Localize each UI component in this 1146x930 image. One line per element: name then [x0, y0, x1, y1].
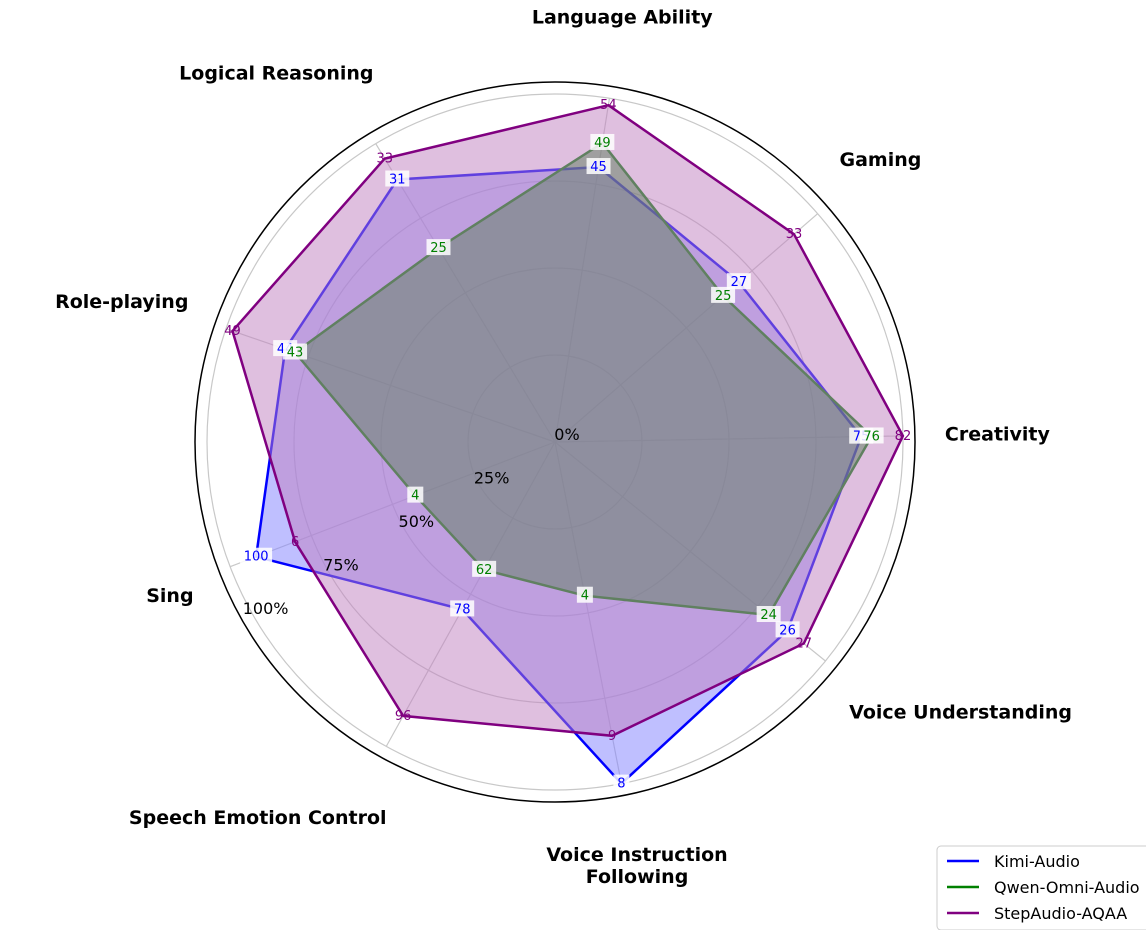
- value-label-text: 26: [779, 623, 796, 638]
- value-labels: 4527752687810044314925762446244325543382…: [224, 98, 911, 791]
- legend-box: [936, 845, 1146, 930]
- value-label-bg: [756, 606, 781, 623]
- radial-tick-label: 0%: [554, 425, 579, 444]
- value-label: 76: [859, 427, 884, 444]
- axis-label: Voice Understanding: [849, 702, 1072, 724]
- value-label: 78: [450, 600, 475, 617]
- value-label-text: 9: [608, 729, 616, 744]
- value-label-bg: [775, 621, 800, 638]
- legend-entry: Qwen-Omni-Audio: [994, 878, 1140, 897]
- value-label-bg: [240, 547, 273, 564]
- value-label-text: 4: [411, 489, 419, 504]
- value-label-bg: [407, 486, 424, 503]
- value-label: 25: [711, 286, 736, 304]
- value-label-text: 8: [617, 777, 625, 792]
- value-label-bg: [613, 774, 630, 791]
- legend-entry: StepAudio-AQAA: [994, 904, 1127, 923]
- value-label-text: 100: [244, 550, 269, 565]
- value-label: 25: [426, 239, 451, 256]
- value-label-bg: [726, 273, 751, 290]
- value-label-text: 45: [590, 160, 607, 175]
- value-label-text: 27: [796, 636, 813, 651]
- value-label: 33: [376, 152, 393, 167]
- value-label-text: 96: [395, 709, 412, 724]
- value-label-text: 33: [376, 152, 393, 167]
- value-label-text: 27: [731, 275, 748, 290]
- value-label-bg: [859, 427, 884, 444]
- value-label-text: 43: [287, 345, 304, 360]
- value-label: 27: [796, 636, 813, 651]
- value-label: 27: [726, 273, 751, 290]
- value-label-text: 25: [430, 241, 447, 256]
- value-label-text: 78: [454, 602, 471, 617]
- value-label: 49: [224, 324, 241, 339]
- axis-label: Logical Reasoning: [179, 62, 373, 84]
- value-label: 24: [756, 606, 781, 623]
- value-label: 49: [590, 133, 615, 151]
- value-label-text: 62: [476, 563, 493, 578]
- axis-labels: Language Ability Gaming Creativity Voice Un…: [55, 6, 1072, 888]
- axis-label: Speech Emotion Control: [129, 807, 387, 829]
- value-label-text: 82: [895, 429, 912, 444]
- radial-tick-labels: 0% 25% 50% 75% 100%: [243, 425, 580, 618]
- value-label-text: 6: [291, 535, 299, 550]
- value-label: 4: [407, 486, 424, 504]
- value-label: 43: [283, 343, 308, 360]
- axis-label: Language Ability: [532, 6, 713, 28]
- value-label-text: 54: [600, 98, 617, 113]
- value-label-text: 24: [760, 608, 777, 623]
- value-label: 33: [786, 227, 803, 242]
- legend-entry: Kimi-Audio: [994, 852, 1080, 871]
- value-label-bg: [586, 158, 611, 175]
- value-label-bg: [590, 133, 615, 150]
- value-label-bg: [711, 286, 736, 303]
- value-label: 26: [775, 621, 800, 638]
- value-label-text: 49: [594, 136, 611, 151]
- axis-label: Creativity: [945, 423, 1051, 445]
- value-label-text: 25: [715, 289, 732, 304]
- value-label: 8: [613, 774, 630, 792]
- radial-tick-label: 100%: [243, 599, 289, 618]
- axis-label: Role-playing: [55, 291, 188, 313]
- value-label-bg: [385, 170, 410, 187]
- value-label-text: 76: [863, 429, 880, 444]
- value-label-text: 4: [581, 589, 589, 604]
- value-label-bg: [283, 343, 308, 360]
- value-label: 54: [600, 98, 617, 113]
- value-label-bg: [426, 239, 451, 256]
- radar-series: [231, 103, 905, 786]
- value-label-bg: [450, 600, 475, 617]
- axis-label: Sing: [146, 585, 193, 607]
- value-label: 45: [586, 158, 611, 175]
- radial-tick-label: 75%: [323, 556, 359, 575]
- axis-label: Gaming: [840, 149, 922, 171]
- grid-circle: [206, 93, 904, 791]
- value-label-bg: [472, 560, 497, 577]
- value-label-text: 31: [389, 173, 406, 188]
- value-label: 96: [395, 709, 412, 724]
- value-label: 31: [385, 170, 410, 188]
- value-label-bg: [576, 586, 593, 603]
- value-label: 82: [895, 429, 912, 444]
- radial-tick-label: 25%: [474, 469, 510, 488]
- legend: Kimi-Audio Qwen-Omni-Audio StepAudio-AQAA: [936, 845, 1146, 930]
- value-label: 9: [608, 729, 616, 744]
- outer-frame-circle: [194, 81, 916, 803]
- radial-tick-label: 50%: [399, 512, 435, 531]
- value-label: 62: [472, 560, 497, 578]
- series-area-stepaudio-aqaa: [231, 103, 905, 738]
- value-label-text: 33: [786, 227, 803, 242]
- value-label: 6: [291, 535, 299, 550]
- value-label: 100: [240, 547, 273, 565]
- value-label: 4: [576, 586, 593, 604]
- axis-label: Voice Instruction Following: [546, 844, 727, 888]
- value-label-text: 49: [224, 324, 241, 339]
